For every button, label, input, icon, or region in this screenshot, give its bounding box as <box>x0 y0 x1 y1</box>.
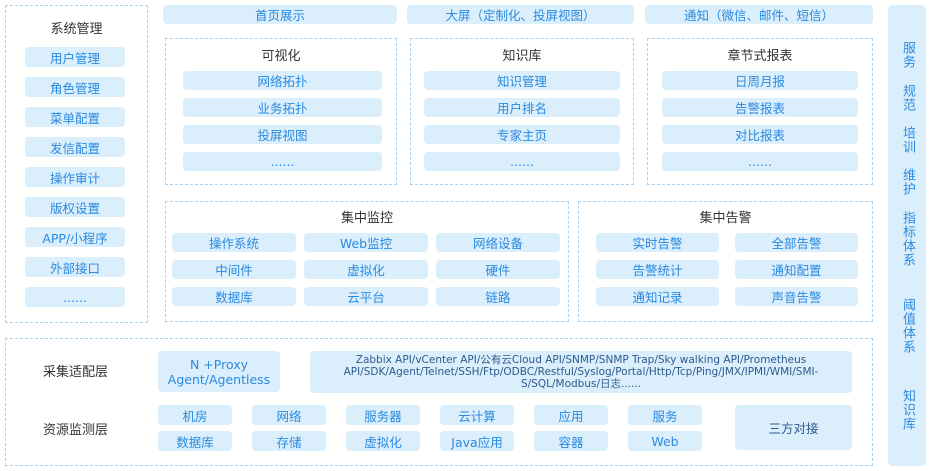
system-management-item: APP/小程序 <box>25 227 125 247</box>
resource-item: 应用 <box>534 405 608 425</box>
panel-title: 系统管理 <box>50 22 103 37</box>
visualization-item: 投屏视图 <box>183 125 382 144</box>
collection-layer-label: 采集适配层 <box>43 365 109 380</box>
visualization-item: ...... <box>183 152 382 171</box>
system-management-item: ...... <box>25 287 125 307</box>
alerts-item: 告警统计 <box>596 260 719 279</box>
panel-title: 知识库 <box>502 49 542 64</box>
panel-title: 集中监控 <box>340 211 393 226</box>
protocols-box: Zabbix API/vCenter API/公有云Cloud API/SNMP… <box>310 351 852 393</box>
resource-item: 网络 <box>252 405 326 425</box>
panel-title: 可视化 <box>261 49 301 64</box>
top-bar-item: 大屏（定制化、投屏视图） <box>407 5 634 24</box>
alerts-item: 通知配置 <box>735 260 858 279</box>
top-bar-item: 首页展示 <box>163 5 397 24</box>
reports-panel: 章节式报表 <box>647 38 873 185</box>
knowledge-base-panel: 知识库 <box>410 38 634 185</box>
side-bar-item: 维护 <box>900 168 915 196</box>
bottom-layers-panel <box>5 338 873 466</box>
reports-item: 日周月报 <box>662 71 858 90</box>
alerts-item: 通知记录 <box>596 287 719 306</box>
system-management-panel: 系统管理 <box>5 5 148 323</box>
side-bar-item: 规范 <box>900 84 915 112</box>
side-bar-item: 阈值体系 <box>900 298 915 354</box>
monitoring-item: 云平台 <box>304 287 428 306</box>
resource-item: 存储 <box>252 431 326 451</box>
visualization-panel: 可视化 <box>165 38 397 185</box>
monitoring-panel: 集中监控 <box>165 201 569 322</box>
knowledge-base-item: 专家主页 <box>424 125 620 144</box>
system-management-item: 发信配置 <box>25 137 125 157</box>
side-bar-item: 服务 <box>900 41 915 69</box>
reports-item: 对比报表 <box>662 125 858 144</box>
monitoring-item: 网络设备 <box>436 233 560 252</box>
alerts-item: 全部告警 <box>735 233 858 252</box>
system-management-item: 版权设置 <box>25 197 125 217</box>
resource-item: 服务器 <box>346 405 420 425</box>
system-management-item: 用户管理 <box>25 47 125 67</box>
resource-item: 机房 <box>158 405 232 425</box>
resource-item: Web <box>628 431 702 451</box>
system-management-item: 操作审计 <box>25 167 125 187</box>
resource-item: 数据库 <box>158 431 232 451</box>
visualization-item: 网络拓扑 <box>183 71 382 90</box>
system-management-item: 外部接口 <box>25 257 125 277</box>
side-bar: 服务规范培训维护指标体系阈值体系知识库 <box>888 5 926 466</box>
monitoring-item: 中间件 <box>172 260 296 279</box>
resource-item: 服务 <box>628 405 702 425</box>
system-management-item: 角色管理 <box>25 77 125 97</box>
resource-item: Java应用 <box>440 431 514 451</box>
visualization-item: 业务拓扑 <box>183 98 382 117</box>
reports-item: ...... <box>662 152 858 171</box>
monitoring-item: 虚拟化 <box>304 260 428 279</box>
resource-layer-label: 资源监测层 <box>43 423 109 438</box>
proxy-box: N +Proxy Agent/Agentless <box>158 351 280 392</box>
system-management-item: 菜单配置 <box>25 107 125 127</box>
resource-item: 虚拟化 <box>346 431 420 451</box>
alerts-panel: 集中告警 <box>578 201 873 322</box>
monitoring-item: Web监控 <box>304 233 428 252</box>
side-bar-item: 培训 <box>900 126 915 154</box>
third-party-box: 三方对接 <box>735 405 852 450</box>
reports-item: 告警报表 <box>662 98 858 117</box>
panel-title: 集中告警 <box>699 211 752 226</box>
knowledge-base-item: ...... <box>424 152 620 171</box>
alerts-item: 实时告警 <box>596 233 719 252</box>
alerts-item: 声音告警 <box>735 287 858 306</box>
monitoring-item: 链路 <box>436 287 560 306</box>
resource-item: 云计算 <box>440 405 514 425</box>
knowledge-base-item: 用户排名 <box>424 98 620 117</box>
side-bar-item: 知识库 <box>900 389 915 431</box>
side-bar-item: 指标体系 <box>900 211 915 267</box>
monitoring-item: 数据库 <box>172 287 296 306</box>
monitoring-item: 硬件 <box>436 260 560 279</box>
panel-title: 章节式报表 <box>727 49 793 64</box>
resource-item: 容器 <box>534 431 608 451</box>
knowledge-base-item: 知识管理 <box>424 71 620 90</box>
top-bar-item: 通知（微信、邮件、短信） <box>645 5 873 24</box>
monitoring-item: 操作系统 <box>172 233 296 252</box>
